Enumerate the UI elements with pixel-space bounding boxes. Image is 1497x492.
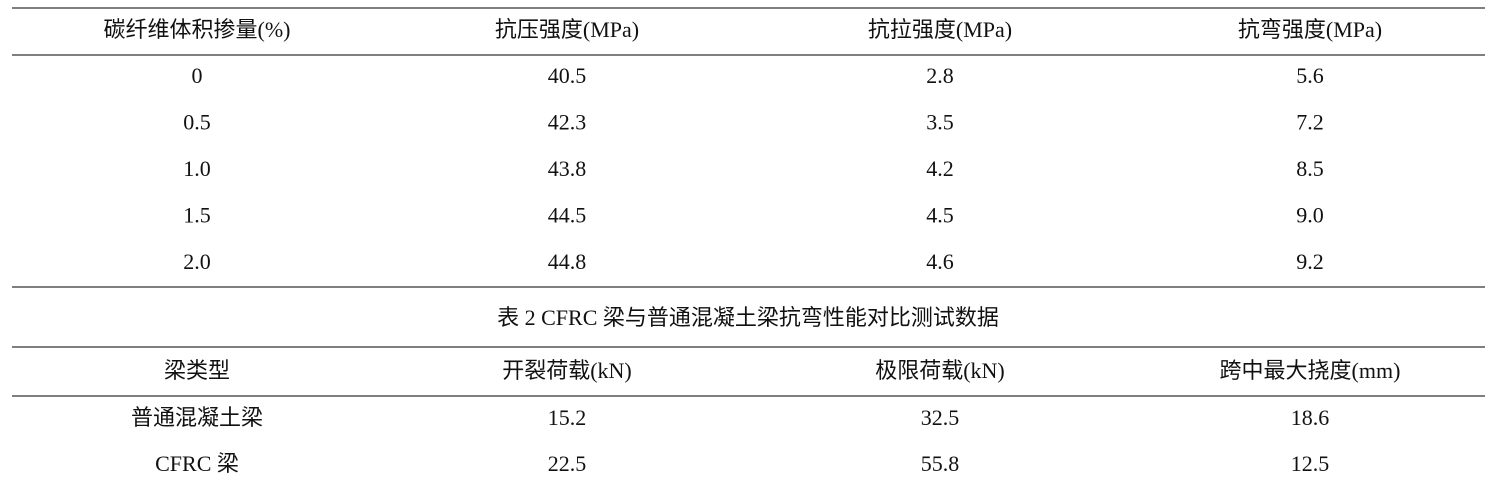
cell: 4.2 [926, 156, 954, 181]
cell: 9.2 [1296, 249, 1324, 274]
cell: 2.8 [926, 63, 954, 88]
cell: 44.8 [548, 249, 587, 274]
cell: 40.5 [548, 63, 587, 88]
cell: 8.5 [1296, 156, 1324, 181]
cell: 0 [192, 63, 203, 88]
cell: 15.2 [548, 405, 587, 430]
cell: 普通混凝土梁 [131, 405, 263, 430]
cell: 55.8 [921, 451, 960, 476]
cell: 32.5 [921, 405, 960, 430]
header-cell: 开裂荷载(kN) [502, 358, 632, 383]
header-cell: 抗压强度(MPa) [495, 17, 639, 42]
cell: 1.5 [183, 203, 211, 228]
header-cell: 碳纤维体积掺量(%) [104, 17, 291, 42]
cell: 9.0 [1296, 203, 1324, 228]
header-cell: 梁类型 [164, 358, 230, 383]
cell: 22.5 [548, 451, 587, 476]
header-cell: 抗弯强度(MPa) [1238, 17, 1382, 42]
header-cell: 抗拉强度(MPa) [868, 17, 1012, 42]
cell: 1.0 [183, 156, 211, 181]
cell: 18.6 [1291, 405, 1330, 430]
cell: 44.5 [548, 203, 587, 228]
cell: 4.6 [926, 249, 954, 274]
header-cell: 跨中最大挠度(mm) [1220, 358, 1401, 383]
header-cell: 极限荷载(kN) [875, 358, 1005, 383]
cell: 5.6 [1296, 63, 1324, 88]
table-caption: 表 2 CFRC 梁与普通混凝土梁抗弯性能对比测试数据 [497, 305, 999, 330]
cell: 12.5 [1291, 451, 1330, 476]
cell: 42.3 [548, 110, 587, 135]
cell: 2.0 [183, 249, 211, 274]
cell: CFRC 梁 [155, 451, 239, 476]
cell: 4.5 [926, 203, 954, 228]
cell: 43.8 [548, 156, 587, 181]
cell: 7.2 [1296, 110, 1324, 135]
cell: 3.5 [926, 110, 954, 135]
cell: 0.5 [183, 110, 211, 135]
